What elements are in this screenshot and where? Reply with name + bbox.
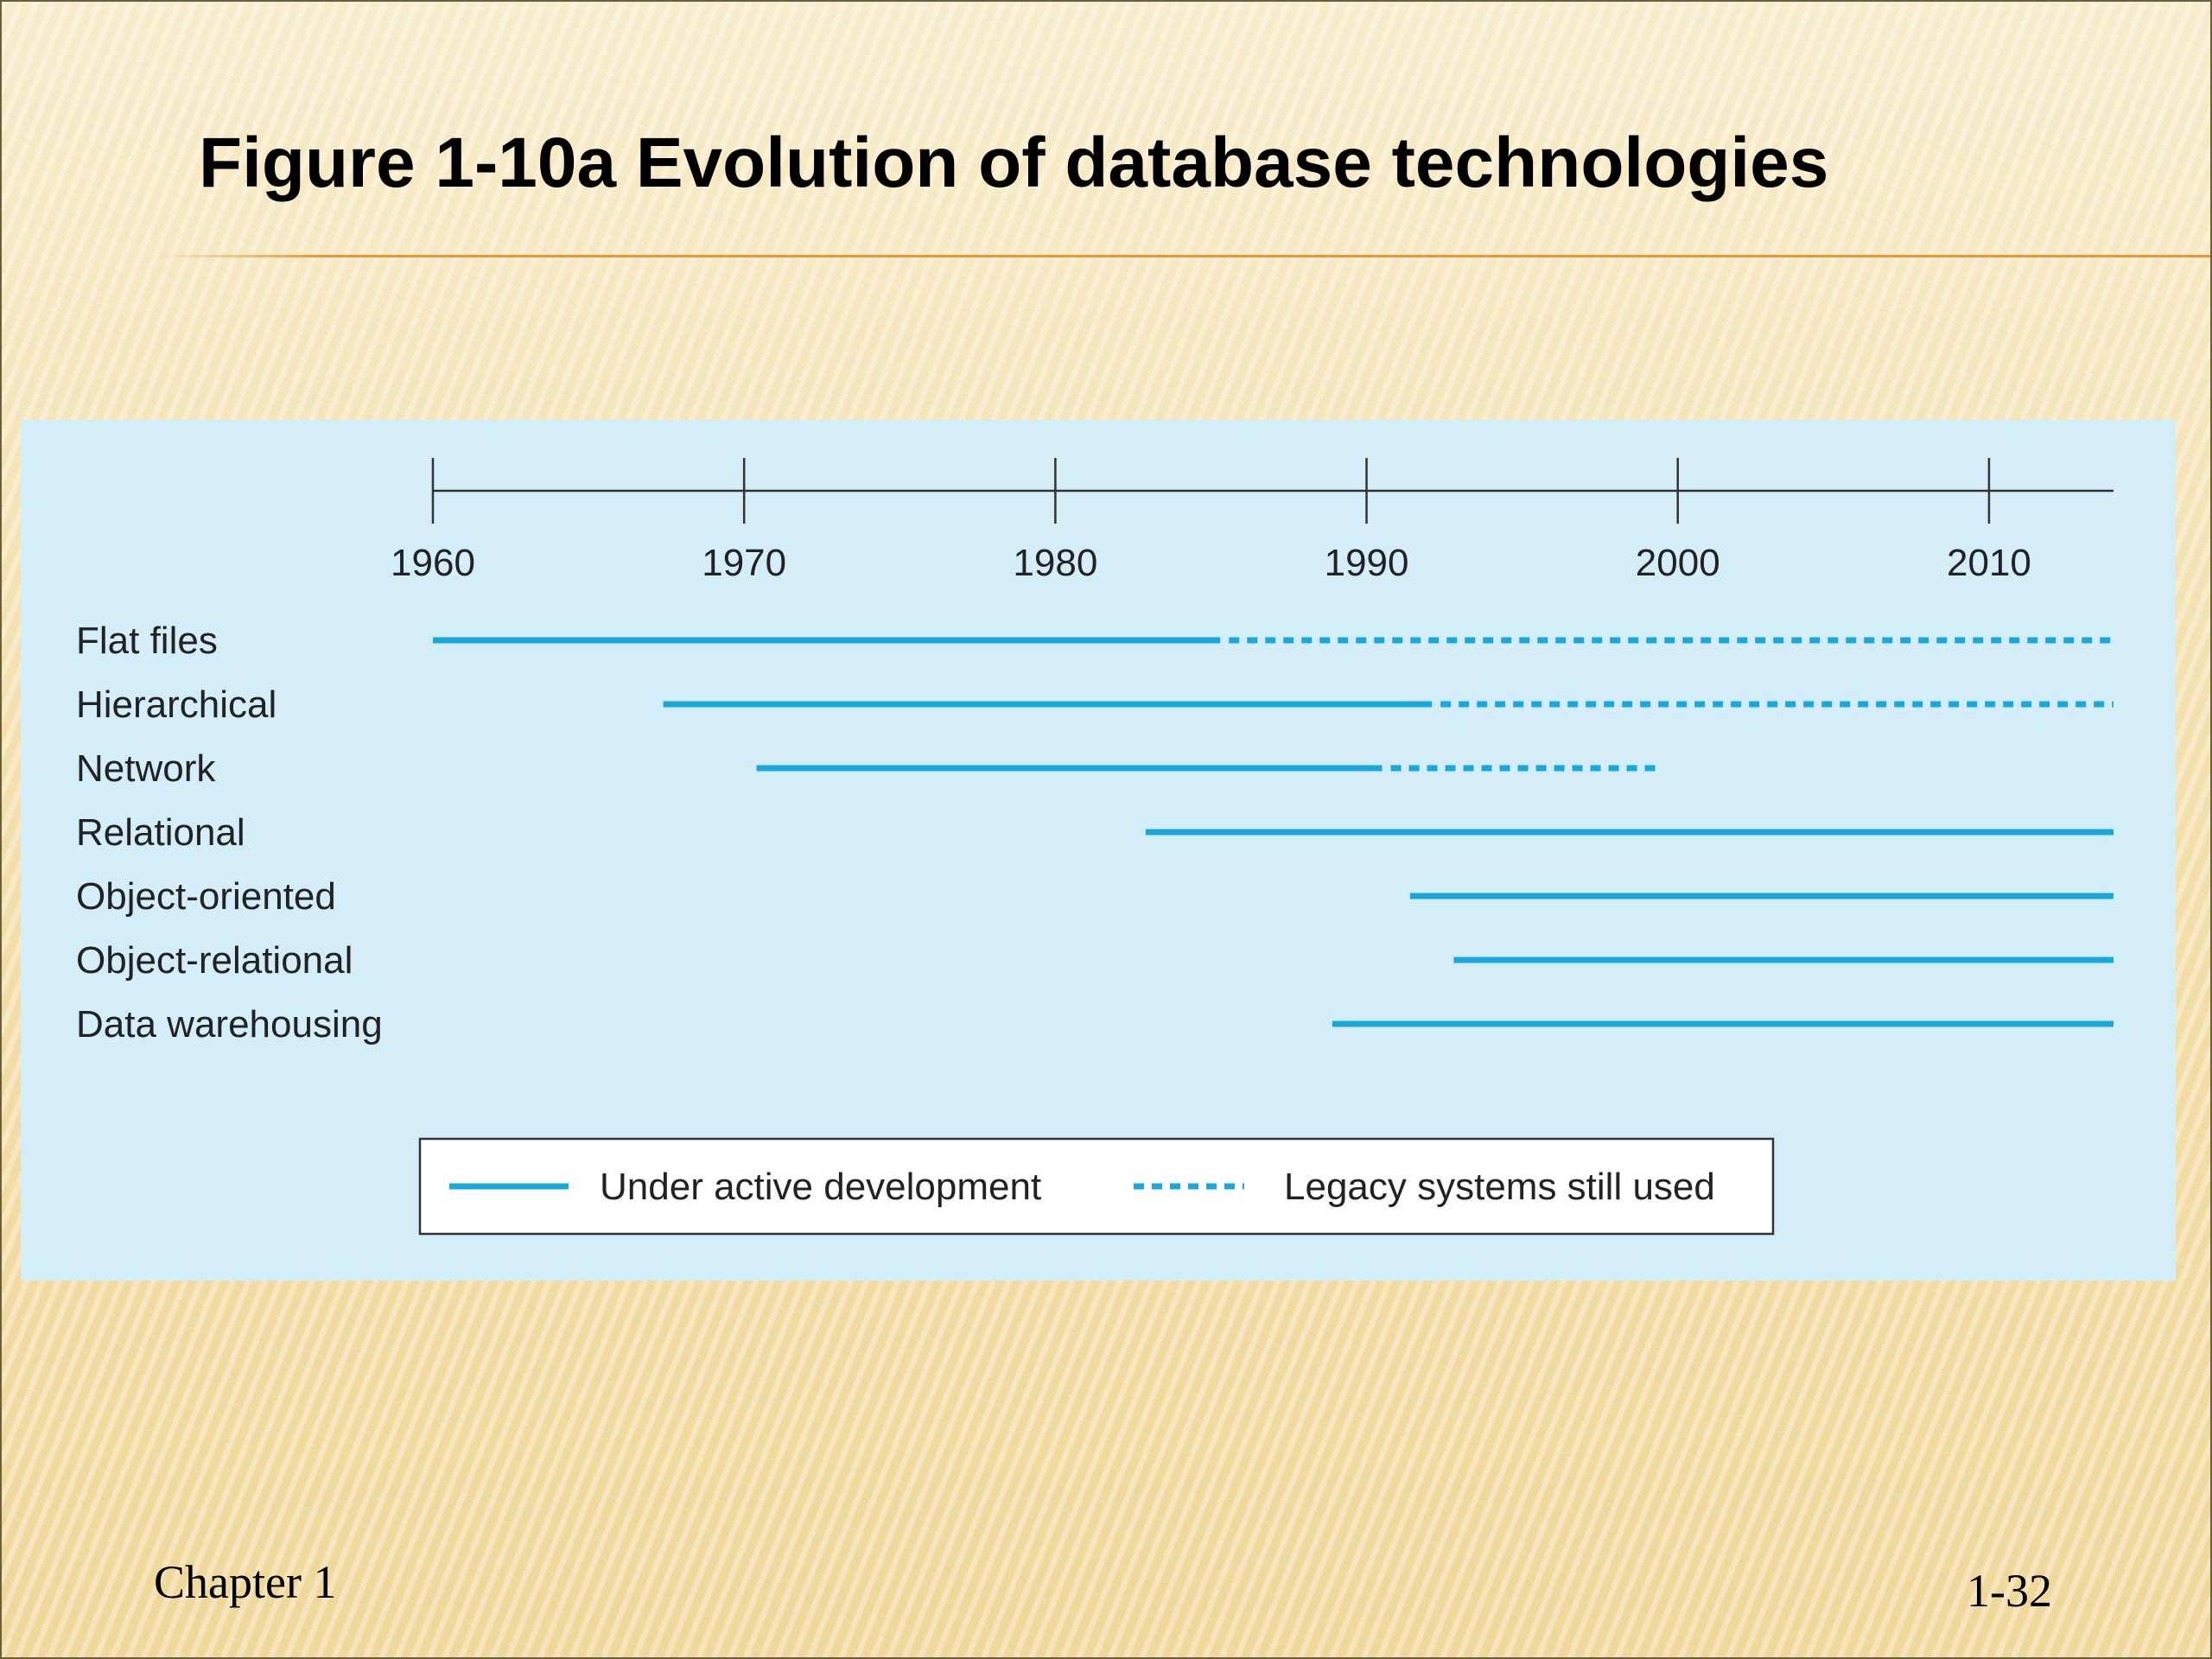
page-number: 1-32 bbox=[1967, 1565, 2052, 1617]
row-network: Network bbox=[76, 747, 1662, 790]
row-relational: Relational bbox=[76, 811, 2113, 854]
legend-label-active: Under active development bbox=[600, 1166, 1041, 1208]
title-divider bbox=[157, 255, 2210, 257]
technology-rows: Flat files Hierarchical Network Relational O… bbox=[76, 620, 2113, 1046]
slide-title: Figure 1-10a Evolution of database techn… bbox=[199, 124, 1829, 202]
chapter-label: Chapter 1 bbox=[154, 1556, 337, 1608]
row-object-relational: Object-relational bbox=[76, 939, 2113, 982]
axis-tick-label: 1970 bbox=[702, 542, 786, 584]
axis-tick-label: 2000 bbox=[1636, 542, 1720, 584]
axis-tick-label: 2010 bbox=[1947, 542, 2031, 584]
row-label: Object-relational bbox=[76, 939, 353, 982]
row-label: Hierarchical bbox=[76, 683, 276, 726]
figure-panel: 1960 1970 1980 1990 2000 2010 Flat files Hiera… bbox=[21, 420, 2176, 1281]
legend: Under active development Legacy systems … bbox=[418, 1137, 1775, 1236]
axis-tick-label: 1980 bbox=[1013, 542, 1097, 584]
row-flat-files: Flat files bbox=[76, 620, 2113, 662]
timeline-chart: 1960 1970 1980 1990 2000 2010 Flat files Hiera… bbox=[76, 458, 2113, 1236]
row-data-warehousing: Data warehousing bbox=[76, 1003, 2113, 1046]
row-label: Object-oriented bbox=[76, 875, 336, 918]
row-label: Network bbox=[76, 747, 216, 790]
legend-label-legacy: Legacy systems still used bbox=[1284, 1166, 1715, 1208]
row-label: Flat files bbox=[76, 620, 218, 662]
time-axis: 1960 1970 1980 1990 2000 2010 bbox=[391, 458, 2113, 584]
axis-tick-label: 1960 bbox=[391, 542, 475, 584]
row-label: Relational bbox=[76, 811, 245, 854]
row-object-oriented: Object-oriented bbox=[76, 875, 2113, 918]
legend-box bbox=[418, 1137, 1775, 1236]
axis-tick-label: 1990 bbox=[1325, 542, 1409, 584]
row-hierarchical: Hierarchical bbox=[76, 683, 2113, 726]
row-label: Data warehousing bbox=[76, 1003, 383, 1046]
